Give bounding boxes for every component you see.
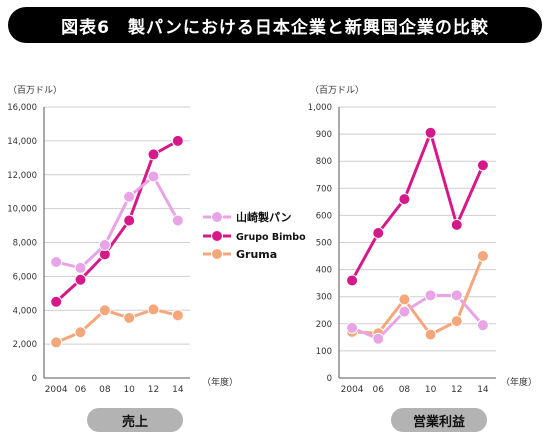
x-tick-label: 06	[373, 385, 385, 395]
data-point	[123, 190, 136, 203]
series-line	[352, 255, 485, 337]
x-tick-label: 14	[172, 385, 184, 395]
y-tick-label: 100	[316, 347, 332, 357]
data-point	[346, 274, 359, 287]
sales-chart: （百万ドル） 0 2,000 4,000 6,000 8,000 10,000 12,000 1…	[7, 85, 238, 395]
x-tick-label: 12	[148, 385, 159, 395]
y-tick-label: 8,000	[13, 239, 37, 249]
x-tick-label: 08	[399, 385, 411, 395]
data-point	[74, 261, 87, 274]
y-tick-label: 1,000	[308, 103, 332, 113]
data-point	[50, 255, 63, 268]
series-line	[55, 307, 179, 344]
series-line	[350, 131, 485, 282]
y-tick-label: 400	[316, 266, 332, 276]
y-tick-label: 16,000	[7, 103, 37, 113]
legend: 山崎製パン Grupo Bimbo Gruma	[203, 210, 306, 261]
x-tick-label: 10	[425, 385, 437, 395]
y-tick-label: 2,000	[13, 340, 37, 350]
data-point	[450, 289, 463, 302]
data-point	[424, 328, 437, 341]
y-tick-label: 0	[327, 374, 332, 384]
x-tick-label: 12	[451, 385, 462, 395]
x-tick-label: 10	[123, 385, 135, 395]
data-point	[476, 319, 489, 332]
y-tick-label: 10,000	[7, 205, 37, 215]
y-tick-label: 4,000	[13, 306, 37, 316]
legend-label: Gruma	[236, 248, 277, 261]
x-tick-label: 14	[477, 385, 489, 395]
data-point	[50, 295, 63, 308]
data-point	[424, 289, 437, 302]
y-tick-label: 600	[316, 211, 332, 221]
data-point	[450, 218, 463, 231]
y-tick-label: 0	[32, 374, 37, 384]
y-tick-label: 6,000	[13, 272, 37, 282]
y-tick-label: 800	[316, 157, 332, 167]
y-tick-label: 900	[316, 130, 332, 140]
data-point	[171, 309, 184, 322]
data-point	[398, 293, 411, 306]
data-point	[171, 214, 184, 227]
legend-marker	[211, 248, 223, 260]
y-tick-label: 200	[316, 320, 332, 330]
x-tick-label: 2004	[341, 385, 364, 395]
legend-marker	[211, 230, 223, 242]
x-tick-label: 08	[99, 385, 111, 395]
data-point	[74, 326, 87, 339]
legend-label: 山崎製パン	[236, 210, 292, 224]
data-point	[98, 239, 111, 252]
data-point	[398, 305, 411, 318]
legend-label: Grupo Bimbo	[236, 232, 306, 243]
unit-label: （百万ドル）	[310, 85, 364, 96]
page-title: 図表6 製パンにおける日本企業と新興国企業の比較	[61, 17, 489, 38]
x-tick-label: 06	[75, 385, 87, 395]
legend-marker	[211, 211, 223, 223]
unit-label: （百万ドル）	[8, 85, 62, 96]
data-point	[346, 321, 359, 334]
data-point	[147, 170, 160, 183]
sales-caption-badge: 売上	[87, 408, 183, 432]
y-tick-label: 14,000	[7, 137, 37, 147]
x-axis-label: （年度）	[501, 376, 537, 388]
data-point	[147, 303, 160, 316]
data-point	[398, 193, 411, 206]
title-bar: 図表6 製パンにおける日本企業と新興国企業の比較	[8, 7, 542, 43]
data-point	[123, 311, 136, 324]
series-line	[55, 174, 180, 270]
data-point	[450, 315, 463, 328]
data-point	[74, 273, 87, 286]
data-point	[123, 214, 136, 227]
data-point	[424, 126, 437, 139]
data-point	[372, 227, 385, 240]
operating-profit-chart: （百万ドル） 0 100 200 300 400 500 600 700 800 900 1,000 2…	[308, 85, 537, 395]
y-tick-label: 500	[316, 239, 332, 249]
data-point	[50, 336, 63, 349]
x-axis-label: （年度）	[202, 376, 238, 388]
profit-caption-badge: 営業利益	[391, 408, 487, 432]
data-point	[171, 134, 184, 147]
y-tick-label: 700	[316, 184, 332, 194]
data-point	[476, 250, 489, 263]
y-tick-label: 300	[316, 293, 332, 303]
x-tick-label: 2004	[45, 385, 68, 395]
y-tick-label: 12,000	[7, 171, 37, 181]
data-point	[147, 148, 160, 161]
data-point	[476, 159, 489, 172]
data-point	[98, 304, 111, 317]
data-point	[372, 332, 385, 345]
